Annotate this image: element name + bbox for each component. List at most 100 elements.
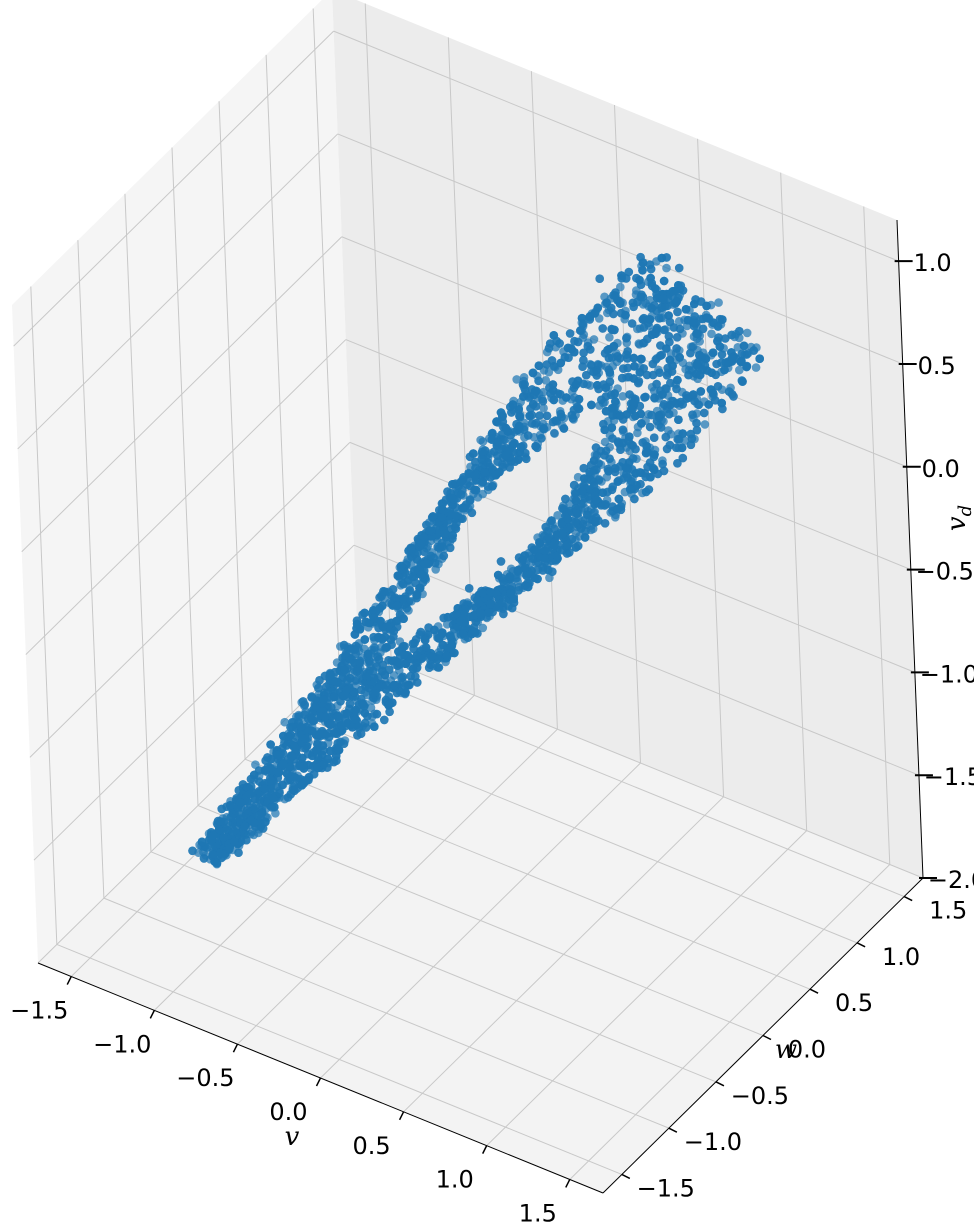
data-point: [702, 301, 711, 311]
data-point: [714, 298, 723, 307]
data-point: [642, 370, 652, 380]
data-point: [609, 341, 619, 351]
data-point: [296, 722, 306, 732]
data-point: [642, 441, 651, 451]
data-point: [662, 371, 672, 380]
data-point: [458, 629, 468, 639]
data-point: [421, 643, 431, 652]
data-point: [696, 387, 706, 396]
data-point: [629, 374, 638, 383]
data-point: [594, 476, 604, 485]
data-point: [654, 411, 664, 420]
data-point: [332, 728, 341, 737]
data-point: [737, 356, 746, 366]
y-tick-label: 0.5: [835, 989, 873, 1017]
data-point: [373, 652, 383, 661]
data-point: [404, 680, 413, 690]
data-point: [648, 370, 658, 380]
data-point: [302, 776, 311, 785]
data-point: [658, 390, 667, 399]
x-tick-label: −0.5: [176, 1064, 234, 1092]
data-point: [522, 454, 531, 464]
data-point: [417, 539, 426, 548]
data-point: [392, 616, 401, 626]
data-point: [712, 359, 721, 369]
z-axis-label: vd: [942, 505, 974, 531]
data-point: [442, 651, 451, 661]
data-point: [641, 392, 650, 402]
data-point: [615, 299, 625, 308]
data-point: [664, 409, 674, 419]
data-point: [549, 540, 559, 550]
grid-line-y-floor: [150, 851, 717, 1083]
data-point: [608, 411, 617, 420]
data-point: [593, 381, 602, 390]
data-point: [452, 519, 461, 528]
data-point: [675, 353, 684, 362]
grid-line-y-floor: [56, 944, 623, 1175]
data-point: [647, 330, 657, 340]
data-point: [426, 660, 435, 669]
data-point: [416, 570, 426, 579]
data-point: [587, 360, 596, 370]
data-point: [445, 543, 455, 553]
grid-line-z-right: [337, 133, 903, 365]
data-point: [532, 418, 541, 428]
data-point: [571, 496, 581, 505]
data-point: [319, 695, 329, 704]
data-point: [611, 397, 620, 406]
data-point: [638, 292, 648, 302]
data-point: [519, 392, 528, 401]
data-point: [700, 420, 710, 429]
data-point: [269, 793, 278, 803]
data-point: [571, 517, 580, 527]
data-point: [197, 837, 207, 847]
data-point: [438, 640, 448, 650]
data-point: [618, 392, 628, 401]
data-point: [629, 302, 638, 312]
data-point: [426, 551, 436, 561]
data-point: [529, 545, 539, 554]
grid-line-y-back: [171, 147, 199, 806]
grid-line-z-left: [13, 30, 334, 347]
data-point: [478, 477, 488, 487]
data-point: [542, 411, 552, 421]
data-point: [695, 370, 705, 380]
data-point: [594, 360, 603, 370]
data-point: [478, 623, 488, 633]
data-point: [393, 657, 402, 667]
data-point: [659, 325, 669, 335]
data-point: [623, 473, 632, 482]
data-point: [674, 263, 684, 273]
data-point: [635, 368, 645, 377]
data-point: [392, 601, 402, 611]
data-point: [609, 309, 618, 319]
y-tick-label: 0.0: [788, 1036, 826, 1064]
data-point: [493, 570, 503, 580]
data-point: [610, 464, 620, 473]
data-point: [398, 672, 408, 682]
data-point: [358, 699, 367, 708]
data-point: [600, 425, 609, 435]
data-point: [496, 408, 506, 417]
data-point: [334, 745, 343, 754]
data-point: [207, 836, 216, 846]
data-point: [404, 546, 413, 556]
data-point: [352, 619, 362, 629]
data-point: [673, 307, 682, 317]
data-point: [646, 472, 655, 482]
data-point: [493, 438, 503, 448]
data-point: [528, 554, 537, 563]
data-point: [678, 453, 688, 463]
data-point: [608, 434, 617, 443]
data-point: [513, 565, 523, 575]
data-point: [243, 806, 252, 815]
data-point: [713, 382, 723, 391]
data-point: [199, 854, 209, 863]
data-point: [249, 830, 259, 840]
y-tick-label: −1.5: [637, 1174, 695, 1202]
grid-line-z-right: [353, 544, 920, 776]
data-point: [476, 435, 485, 445]
data-point: [234, 786, 244, 795]
data-point: [540, 546, 550, 556]
